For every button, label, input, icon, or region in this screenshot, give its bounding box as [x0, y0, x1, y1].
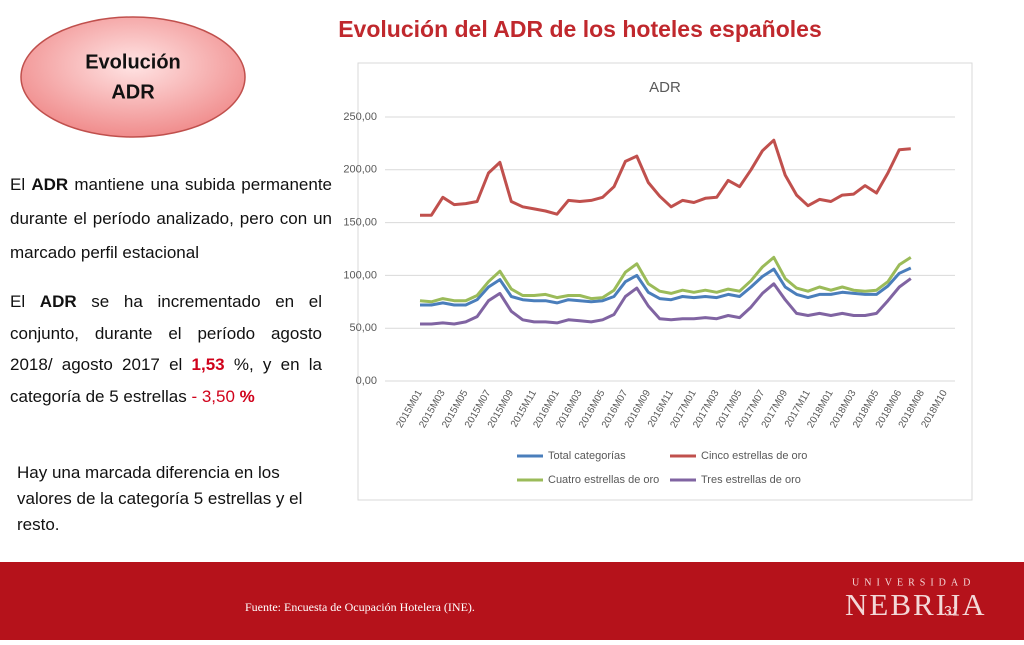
page-number: 31	[944, 603, 960, 619]
badge: Evolución ADR	[20, 16, 246, 138]
text: ADR	[39, 292, 77, 311]
legend-label: Total categorías	[548, 450, 626, 462]
legend-label: Cinco estrellas de oro	[701, 450, 807, 462]
y-tick-label: 250,00	[343, 111, 377, 123]
text: El	[10, 292, 40, 311]
text: %	[239, 386, 255, 406]
chart-frame	[357, 62, 973, 501]
paragraph: El ADR se ha incrementado en el conjunto…	[10, 286, 322, 412]
paragraph: El ADR mantiene una subida permanente du…	[10, 168, 332, 270]
legend-label: Cuatro estrellas de oro	[548, 474, 659, 486]
series-line	[420, 277, 912, 326]
source: Fuente: Encuesta de Ocupación Hotelera (…	[245, 600, 475, 614]
y-tick-label: 200,00	[343, 164, 377, 176]
footer-art: Fuente: Encuesta de Ocupación Hotelera (…	[245, 577, 986, 622]
text: 1,53	[191, 355, 225, 374]
chart-title: ADR	[649, 79, 681, 96]
y-tick-label: 50,00	[349, 322, 377, 334]
text: mantiene una subida permanente durante e…	[10, 175, 333, 262]
logo-top: UNIVERSIDAD	[852, 577, 975, 588]
footer: Fuente: Encuesta de Ocupación Hotelera (…	[0, 562, 1024, 640]
text: se ha incrementado en el conjunto, duran…	[10, 292, 323, 374]
series-line	[420, 266, 912, 307]
paragraph: Hay una marcada diferencia en los valore…	[17, 463, 303, 534]
text: El	[10, 175, 32, 194]
series-line	[420, 138, 911, 217]
legend-label: Tres estrellas de oro	[701, 474, 801, 486]
series-line	[419, 255, 912, 304]
chart: ADR 0,0050,00100,00150,00200,00250,00201…	[343, 62, 973, 501]
y-tick-label: 100,00	[343, 269, 377, 281]
text: ADR	[31, 175, 69, 194]
text: - 3,50	[191, 386, 240, 406]
slide-title: Evolución del ADR de los hoteles español…	[338, 16, 822, 42]
y-tick-label: 0,00	[356, 375, 377, 387]
text: %, y en la categoría de 5 estrellas	[10, 355, 322, 406]
badge-ellipse	[20, 16, 246, 138]
y-tick-label: 150,00	[343, 217, 377, 229]
logo-name: NEBRIJA	[845, 587, 986, 622]
badge-line: Evolución	[85, 51, 181, 73]
badge-line: ADR	[111, 81, 155, 103]
